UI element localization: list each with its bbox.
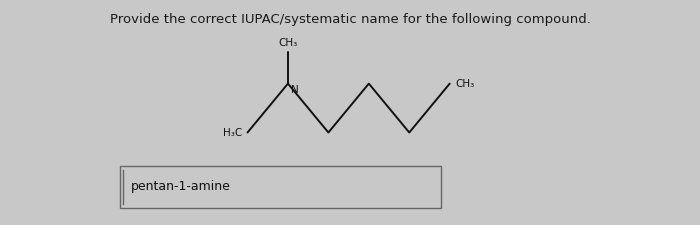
Text: CH₃: CH₃ (279, 38, 298, 49)
Text: N: N (290, 85, 298, 95)
Text: CH₃: CH₃ (455, 79, 475, 89)
Text: Provide the correct IUPAC/systematic name for the following compound.: Provide the correct IUPAC/systematic nam… (110, 13, 590, 25)
Text: pentan-1-amine: pentan-1-amine (130, 180, 230, 194)
Text: H₃C: H₃C (223, 128, 242, 137)
FancyBboxPatch shape (120, 166, 440, 208)
